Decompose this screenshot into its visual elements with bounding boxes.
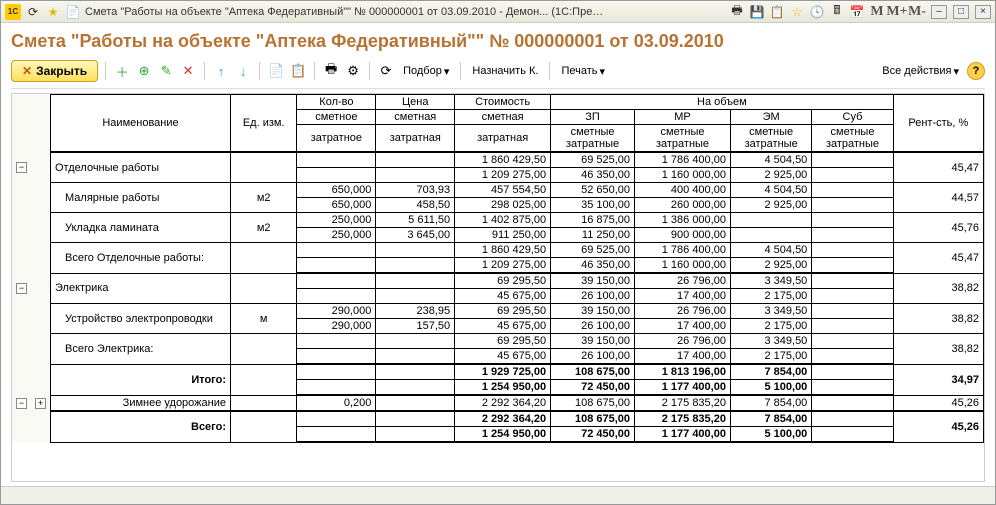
m-icon[interactable]: M <box>869 4 885 20</box>
m-minus-icon[interactable]: M- <box>909 4 925 20</box>
calendar-icon[interactable]: 📅 <box>849 4 865 20</box>
maximize-button[interactable]: □ <box>953 5 969 19</box>
save-icon[interactable]: 💾 <box>749 4 765 20</box>
page-title: Смета "Работы на объекте "Аптека Федерат… <box>11 31 985 52</box>
add-icon[interactable]: ＋ <box>113 62 131 80</box>
delete-icon[interactable]: ✕ <box>179 62 197 80</box>
minimize-button[interactable]: – <box>931 5 947 19</box>
status-bar <box>1 486 995 504</box>
col-ed: Ед. изм. <box>231 95 297 153</box>
total-row[interactable]: Итого: 1 929 725,00108 675,001 813 196,0… <box>12 364 984 380</box>
close-window-button[interactable]: × <box>975 5 991 19</box>
podbor-button[interactable]: Подбор▾ <box>399 63 453 80</box>
collapse-icon[interactable]: − <box>16 398 27 409</box>
print-icon[interactable]: 🖶 <box>729 4 745 20</box>
window-titlebar: 1C ⟳ ★ 📄 Смета "Работы на объекте "Аптек… <box>1 1 995 23</box>
col-cena: Цена <box>376 95 455 110</box>
col-stoim: Стоимость <box>455 95 551 110</box>
group-row[interactable]: − Электрика 69 295,5039 150,0026 796,003… <box>12 273 984 289</box>
table-row[interactable]: Укладка ламината м2 250,0005 611,501 402… <box>12 213 984 228</box>
copy-tb-icon[interactable]: 📄 <box>267 62 285 80</box>
pechat-button[interactable]: Печать▾ <box>557 63 609 80</box>
print-tb-icon[interactable]: 🖶 <box>322 62 340 80</box>
edit-icon[interactable]: ✎ <box>157 62 175 80</box>
all-actions-button[interactable]: Все действия▾ <box>878 63 963 80</box>
expand-icon[interactable]: + <box>35 398 46 409</box>
col-kol: Кол-во <box>297 95 376 110</box>
table-row[interactable]: Устройство электропроводки м 290,000238,… <box>12 304 984 319</box>
window-title: Смета "Работы на объекте "Аптека Федерат… <box>85 6 605 18</box>
subtotal-row[interactable]: Всего Электрика: 69 295,5039 150,0026 79… <box>12 334 984 349</box>
col-name: Наименование <box>51 95 231 153</box>
app-icon: 1C <box>5 4 21 20</box>
subtotal-row[interactable]: Всего Отделочные работы: 1 860 429,5069 … <box>12 243 984 258</box>
fav-icon[interactable]: ☆ <box>789 4 805 20</box>
copy-icon[interactable]: 📋 <box>769 4 785 20</box>
collapse-icon[interactable]: − <box>16 283 27 294</box>
m-plus-icon[interactable]: M+ <box>889 4 905 20</box>
down-icon[interactable]: ↓ <box>234 62 252 80</box>
estimate-table-wrap[interactable]: Наименование Ед. изм. Кол-во Цена Стоимо… <box>11 93 985 482</box>
grand-total-row[interactable]: Всего: 2 292 364,20108 675,002 175 835,2… <box>12 411 984 427</box>
estimate-table: Наименование Ед. изм. Кол-во Цена Стоимо… <box>12 94 984 443</box>
calc-icon[interactable]: 🖩 <box>829 4 845 20</box>
collapse-icon[interactable]: − <box>16 162 27 173</box>
help-button[interactable]: ? <box>967 62 985 80</box>
up-icon[interactable]: ↑ <box>212 62 230 80</box>
add2-icon[interactable]: ⊕ <box>135 62 153 80</box>
refresh-icon[interactable]: ⟳ <box>25 4 41 20</box>
printset-icon[interactable]: ⚙ <box>344 62 362 80</box>
table-row[interactable]: − + Зимнее удорожание 0,2002 292 364,201… <box>12 395 984 411</box>
col-naobj: На объем <box>551 95 894 110</box>
doc-icon: 📄 <box>65 4 81 20</box>
paste-icon[interactable]: 📋 <box>289 62 307 80</box>
col-rent: Рент-сть, % <box>893 95 983 153</box>
close-button[interactable]: ✕Закрыть <box>11 60 98 82</box>
reload-icon[interactable]: ⟳ <box>377 62 395 80</box>
table-row[interactable]: Малярные работы м2 650,000703,93457 554,… <box>12 183 984 198</box>
naznachit-button[interactable]: Назначить К. <box>468 63 542 79</box>
star-icon[interactable]: ★ <box>45 4 61 20</box>
group-row[interactable]: − Отделочные работы 1 860 429,5069 525,0… <box>12 152 984 168</box>
history-icon[interactable]: 🕓 <box>809 4 825 20</box>
toolbar: ✕Закрыть ＋ ⊕ ✎ ✕ ↑ ↓ 📄 📋 🖶 ⚙ ⟳ Подбор▾ Н… <box>11 58 985 89</box>
